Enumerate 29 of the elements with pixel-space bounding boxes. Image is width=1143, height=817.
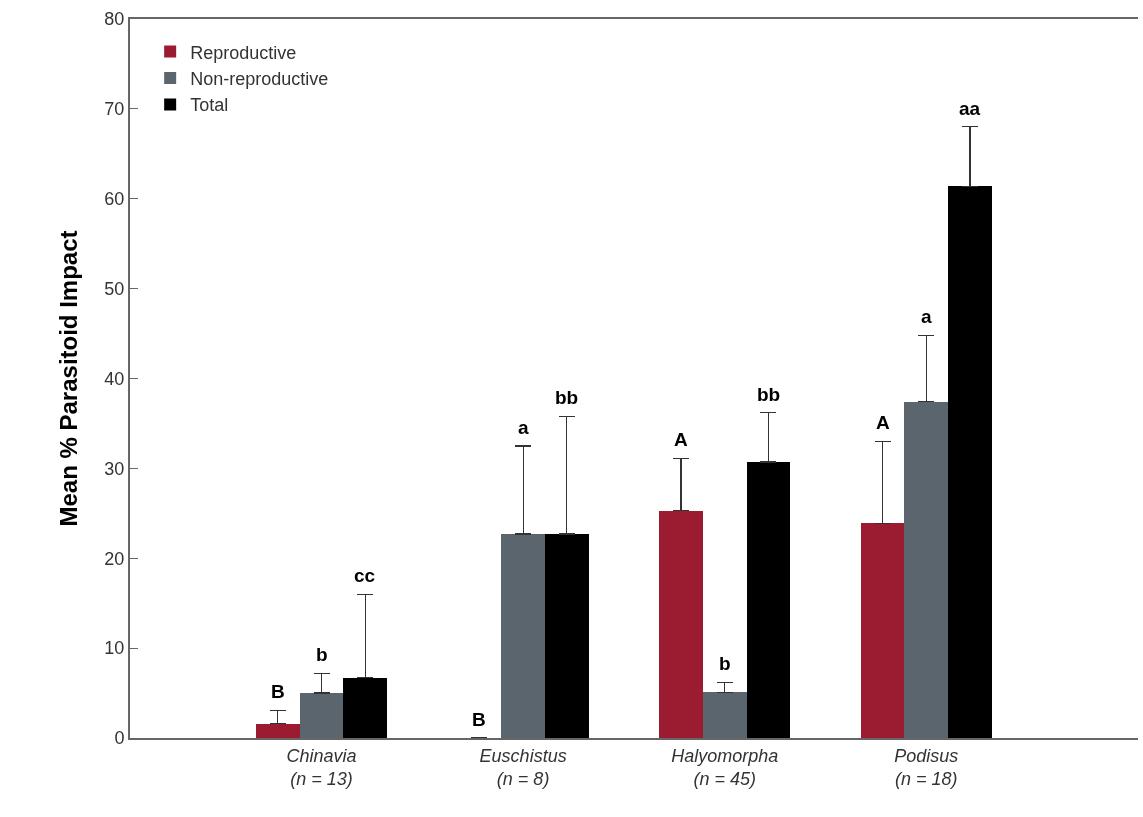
annotation: aa bbox=[959, 98, 981, 119]
y-tick-label: 30 bbox=[104, 458, 125, 479]
y-axis-title: Mean % Parasitoid Impact bbox=[54, 230, 82, 527]
annotation: cc bbox=[354, 565, 376, 586]
annotation: a bbox=[921, 306, 932, 327]
annotation: a bbox=[518, 417, 529, 438]
y-tick-label: 50 bbox=[104, 278, 125, 299]
annotation: b bbox=[719, 653, 731, 674]
legend-label: Reproductive bbox=[190, 42, 297, 63]
x-tick-label: Podisus (n = 18) bbox=[894, 745, 959, 789]
x-tick-label: Chinavia (n = 13) bbox=[286, 745, 357, 789]
annotation: B bbox=[472, 709, 486, 730]
y-tick-label: 60 bbox=[104, 189, 125, 210]
legend-label: Total bbox=[190, 95, 229, 116]
y-tick-label: 70 bbox=[104, 99, 125, 120]
annotation: A bbox=[876, 412, 890, 433]
y-tick-label: 40 bbox=[104, 368, 125, 389]
annotation: bb bbox=[555, 387, 579, 408]
x-tick-label: Euschistus (n = 8) bbox=[479, 745, 567, 789]
annotation: A bbox=[674, 429, 688, 450]
annotation: b bbox=[316, 644, 328, 665]
y-tick-label: 0 bbox=[114, 728, 125, 749]
y-tick-label: 10 bbox=[104, 638, 125, 659]
legend-label: Non-reproductive bbox=[190, 69, 329, 89]
y-tick-label: 20 bbox=[104, 548, 125, 569]
annotation: B bbox=[271, 681, 285, 702]
y-tick-label: 80 bbox=[104, 9, 125, 30]
annotation: bb bbox=[757, 384, 781, 405]
x-tick-label: Halyomorpha (n = 45) bbox=[671, 745, 779, 789]
